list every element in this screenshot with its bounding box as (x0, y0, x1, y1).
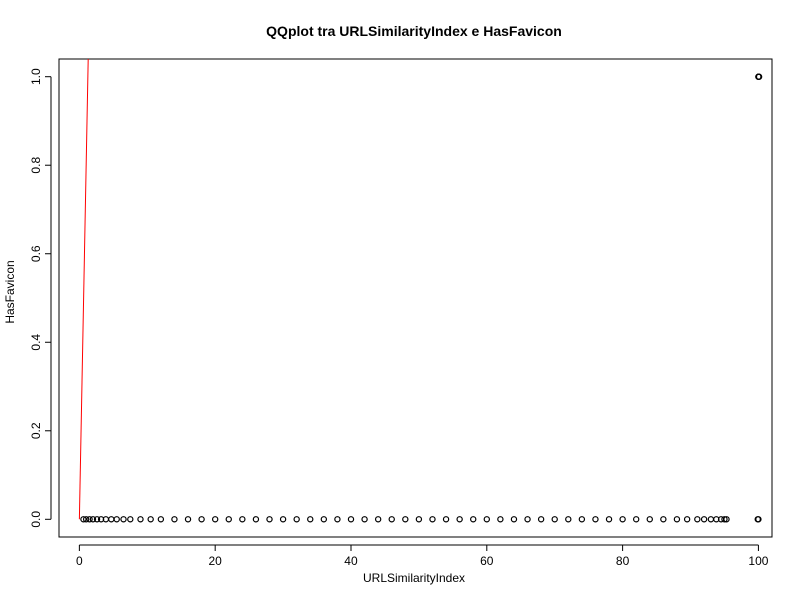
data-point (470, 516, 477, 523)
data-point (361, 516, 368, 523)
data-point (673, 516, 681, 523)
reference-line (78, 58, 89, 520)
data-point (82, 516, 90, 523)
data-point (442, 516, 450, 523)
data-point (157, 516, 165, 523)
data-point (707, 516, 715, 523)
data-point (415, 516, 423, 523)
data-point (755, 73, 763, 80)
data-point (198, 516, 205, 523)
data-point (211, 516, 219, 523)
data-point (347, 516, 355, 523)
data-point (429, 516, 436, 523)
y-tick-label: 0.8 (29, 157, 43, 174)
data-point (279, 516, 287, 523)
data-point (619, 516, 626, 523)
data-point (320, 516, 328, 523)
data-point (113, 516, 120, 523)
data-point (137, 516, 144, 523)
plot-frame (58, 58, 773, 538)
data-point (700, 516, 708, 523)
data-point (127, 516, 134, 523)
data-point (565, 516, 572, 523)
chart-title: QQplot tra URLSimilarityIndex e HasFavic… (266, 23, 562, 39)
data-point (266, 516, 273, 523)
x-tick-label: 40 (344, 554, 358, 568)
x-axis: 0 20 40 60 80 100 (76, 544, 769, 568)
data-point (551, 516, 558, 523)
data-point (524, 516, 531, 523)
data-point (605, 516, 613, 523)
x-tick-label: 100 (748, 554, 768, 568)
data-point (683, 516, 691, 523)
y-axis-label: HasFavicon (3, 260, 17, 323)
data-point (755, 516, 762, 523)
data-point (171, 516, 178, 523)
data-point (537, 516, 545, 523)
x-tick-label: 80 (616, 554, 630, 568)
data-point (374, 516, 382, 523)
data-point (694, 516, 701, 523)
data-point (660, 516, 667, 523)
data-point (592, 516, 599, 523)
data-point (252, 516, 260, 523)
data-point (334, 516, 341, 523)
y-tick-label: 0.4 (29, 334, 43, 351)
data-point (402, 516, 409, 523)
y-axis: 0.0 0.2 0.4 0.6 0.8 1.0 (29, 68, 52, 528)
data-point (120, 516, 127, 523)
data-point (184, 516, 192, 523)
data-point (108, 516, 115, 523)
data-point (723, 516, 730, 523)
data-point (646, 516, 653, 523)
plot-area (78, 58, 763, 523)
data-point (93, 516, 101, 523)
y-tick-label: 0.2 (29, 422, 43, 439)
data-point (307, 516, 314, 523)
data-point (483, 516, 490, 523)
data-point (147, 516, 154, 523)
y-tick-label: 0.0 (29, 511, 43, 528)
x-axis-label: URLSimilarityIndex (363, 571, 465, 585)
y-tick-label: 0.6 (29, 245, 43, 262)
data-point (497, 516, 504, 523)
data-point (293, 516, 300, 523)
data-point (388, 516, 395, 523)
data-point (721, 516, 728, 523)
data-point (578, 516, 586, 523)
x-tick-label: 60 (480, 554, 494, 568)
data-point (80, 516, 87, 523)
data-point (225, 516, 232, 523)
data-point (456, 516, 463, 523)
x-tick-label: 0 (76, 554, 83, 568)
data-point (632, 516, 640, 523)
data-point (89, 516, 97, 523)
data-point (510, 516, 518, 523)
data-point (86, 516, 93, 523)
data-point (239, 516, 246, 523)
x-tick-label: 20 (209, 554, 223, 568)
y-tick-label: 1.0 (29, 68, 43, 85)
